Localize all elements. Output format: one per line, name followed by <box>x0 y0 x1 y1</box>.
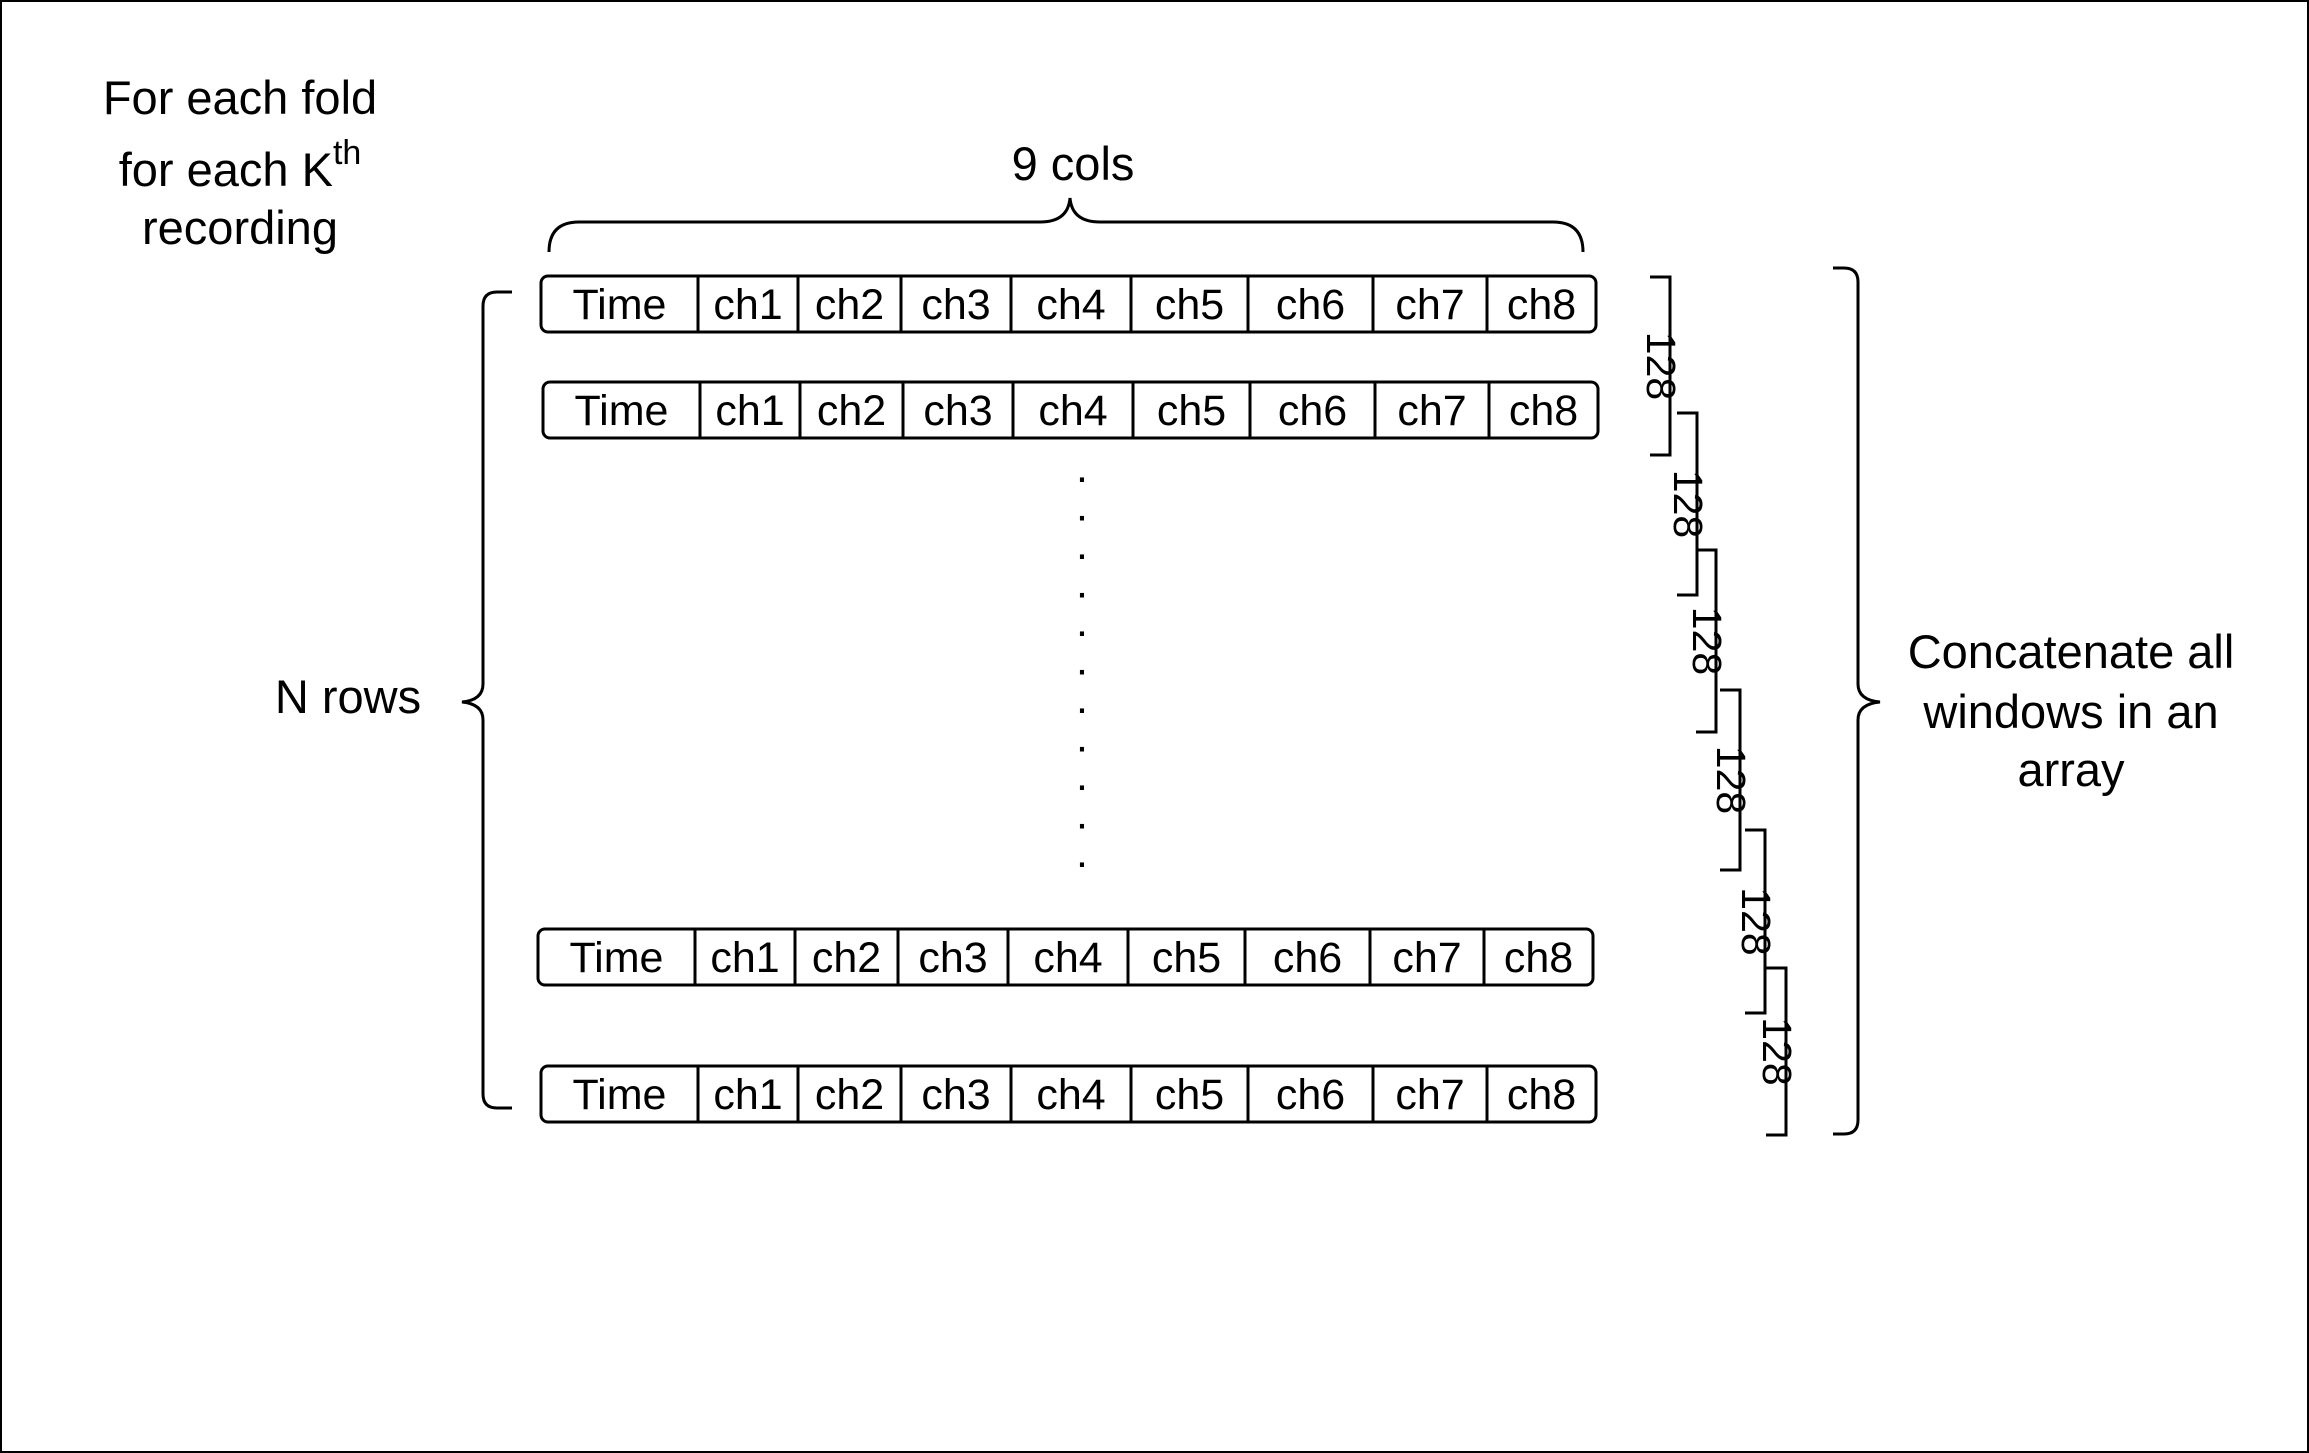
step-bracket: 128 <box>1638 275 1684 457</box>
cell-label-time: Time <box>570 934 664 982</box>
cell-label-time: Time <box>573 1071 667 1119</box>
cell-label-ch4: ch4 <box>1033 934 1102 982</box>
cell-label-ch1: ch1 <box>713 281 782 329</box>
window-size-label: 128 <box>1684 607 1730 675</box>
window-size-label: 128 <box>1733 887 1779 955</box>
cell-label-ch4: ch4 <box>1036 1071 1105 1119</box>
window-size-label: 128 <box>1638 332 1684 400</box>
step-bracket-line <box>1745 828 1767 1015</box>
step-bracket: 128 <box>1733 828 1779 1015</box>
left-label-line1: For each fold <box>103 71 377 124</box>
window-row: Time ch1 ch2 ch3 ch4 ch5 ch6 ch7 ch8 <box>536 927 1595 987</box>
window-size-label: 128 <box>1754 1017 1800 1085</box>
window-rows: Time ch1 ch2 ch3 ch4 ch5 ch6 ch7 ch8 Time ch1 ch2 ch… <box>536 274 1600 1124</box>
cell-label-ch3: ch3 <box>921 1071 990 1119</box>
concat-brace <box>1833 266 1881 1136</box>
cell-label-ch7: ch7 <box>1395 281 1464 329</box>
step-bracket-line <box>1650 275 1672 457</box>
step-bracket-line <box>1677 411 1699 597</box>
cell-label-ch6: ch6 <box>1273 934 1342 982</box>
cell-label-ch7: ch7 <box>1395 1071 1464 1119</box>
right-label-line1: Concatenate all <box>1908 625 2235 678</box>
window-step-brackets: 128 128 128 128 128 128 <box>1638 275 1800 1137</box>
cell-label-ch2: ch2 <box>815 281 884 329</box>
cols-label: 9 cols <box>1012 137 1135 190</box>
ellipsis-dots: ........... <box>1076 444 1088 877</box>
cell-label-ch2: ch2 <box>817 387 886 435</box>
cell-label-ch8: ch8 <box>1507 281 1576 329</box>
left-label-line3: recording <box>142 201 338 254</box>
step-bracket: 128 <box>1665 411 1711 597</box>
step-bracket: 128 <box>1684 548 1730 734</box>
right-label-line3: array <box>2017 743 2125 796</box>
step-bracket-line <box>1720 688 1742 872</box>
row-outline <box>539 274 1598 334</box>
cell-label-time: Time <box>575 387 669 435</box>
cell-label-ch3: ch3 <box>921 281 990 329</box>
step-bracket: 128 <box>1754 966 1800 1137</box>
ellipsis-dot: . <box>1076 752 1088 800</box>
cell-label-ch6: ch6 <box>1276 281 1345 329</box>
cell-label-ch5: ch5 <box>1152 934 1221 982</box>
row-outline <box>541 380 1600 440</box>
cell-label-ch5: ch5 <box>1155 1071 1224 1119</box>
ellipsis-dot: . <box>1076 444 1088 492</box>
step-bracket: 128 <box>1708 688 1754 872</box>
cell-label-ch2: ch2 <box>812 934 881 982</box>
left-label-superscript: th <box>333 134 361 172</box>
ellipsis-dot: . <box>1076 560 1088 608</box>
cell-label-ch2: ch2 <box>815 1071 884 1119</box>
step-bracket-line <box>1696 548 1718 734</box>
cell-label-ch5: ch5 <box>1157 387 1226 435</box>
ellipsis-dot: . <box>1076 483 1088 531</box>
step-bracket-line <box>1766 966 1788 1137</box>
right-label-line2: windows in an <box>1922 685 2218 738</box>
cell-label-ch7: ch7 <box>1392 934 1461 982</box>
cell-label-ch7: ch7 <box>1397 387 1466 435</box>
window-row: Time ch1 ch2 ch3 ch4 ch5 ch6 ch7 ch8 <box>541 380 1600 440</box>
window-size-label: 128 <box>1708 746 1754 814</box>
row-outline <box>536 927 1595 987</box>
window-row: Time ch1 ch2 ch3 ch4 ch5 ch6 ch7 ch8 <box>539 274 1598 334</box>
cell-label-ch6: ch6 <box>1276 1071 1345 1119</box>
cell-label-ch1: ch1 <box>710 934 779 982</box>
cell-label-ch8: ch8 <box>1507 1071 1576 1119</box>
window-size-label: 128 <box>1665 470 1711 538</box>
ellipsis-dot: . <box>1076 637 1088 685</box>
ellipsis-dot: . <box>1076 714 1088 762</box>
cell-label-ch3: ch3 <box>923 387 992 435</box>
cell-label-ch1: ch1 <box>715 387 784 435</box>
ellipsis-dot: . <box>1076 829 1088 877</box>
rows-label: N rows <box>275 670 421 723</box>
cell-label-ch6: ch6 <box>1278 387 1347 435</box>
left-label-line2: for each Kth <box>119 134 362 196</box>
cell-label-ch8: ch8 <box>1504 934 1573 982</box>
cell-label-time: Time <box>573 281 667 329</box>
cell-label-ch4: ch4 <box>1038 387 1107 435</box>
ellipsis-dot: . <box>1076 675 1088 723</box>
cell-label-ch1: ch1 <box>713 1071 782 1119</box>
row-outline <box>539 1064 1598 1124</box>
ellipsis-dot: . <box>1076 598 1088 646</box>
window-row: Time ch1 ch2 ch3 ch4 ch5 ch6 ch7 ch8 <box>539 1064 1598 1124</box>
cell-label-ch4: ch4 <box>1036 281 1105 329</box>
ellipsis-dot: . <box>1076 521 1088 569</box>
ellipsis-dot: . <box>1076 791 1088 839</box>
cell-label-ch3: ch3 <box>918 934 987 982</box>
cols-brace <box>547 197 1585 253</box>
rows-brace <box>461 290 512 1110</box>
cell-label-ch8: ch8 <box>1509 387 1578 435</box>
cell-label-ch5: ch5 <box>1155 281 1224 329</box>
